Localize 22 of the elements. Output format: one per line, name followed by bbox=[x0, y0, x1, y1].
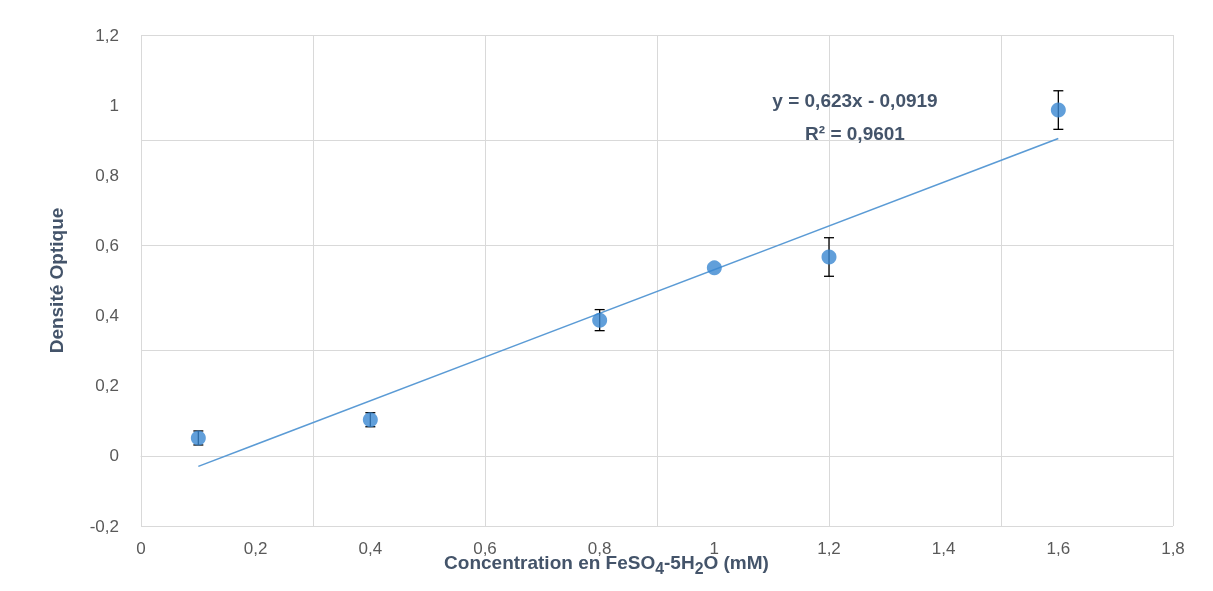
y-tick-label: 0,4 bbox=[95, 306, 119, 326]
x-tick-label: 1,2 bbox=[817, 539, 841, 558]
y-tick-label: 0,2 bbox=[95, 376, 119, 396]
y-tick-label: 1,2 bbox=[95, 25, 119, 45]
y-tick-label: 1 bbox=[109, 95, 119, 115]
x-tick-label: 1,6 bbox=[1046, 539, 1071, 558]
y-tick-label: 0,6 bbox=[95, 235, 119, 255]
x-tick-label: 1,8 bbox=[1161, 539, 1185, 558]
point bbox=[706, 260, 722, 276]
point bbox=[592, 312, 608, 328]
y-tick-label: 0 bbox=[109, 446, 119, 466]
annotation: y = 0,623x - 0,0919 bbox=[772, 89, 938, 111]
point bbox=[1050, 102, 1066, 118]
x-tick-label: 0,4 bbox=[358, 539, 383, 558]
x-tick-label: 0,2 bbox=[243, 539, 268, 558]
point bbox=[821, 249, 837, 265]
y-tick-label: -0,2 bbox=[89, 516, 119, 536]
annotation: R² = 0,9601 bbox=[805, 122, 906, 144]
x-tick-label: 0 bbox=[136, 539, 146, 558]
y-tick-label: 0,8 bbox=[95, 165, 119, 185]
x-tick-label: 1,4 bbox=[931, 539, 956, 558]
y-axis-title: Densité Optique bbox=[46, 207, 67, 354]
